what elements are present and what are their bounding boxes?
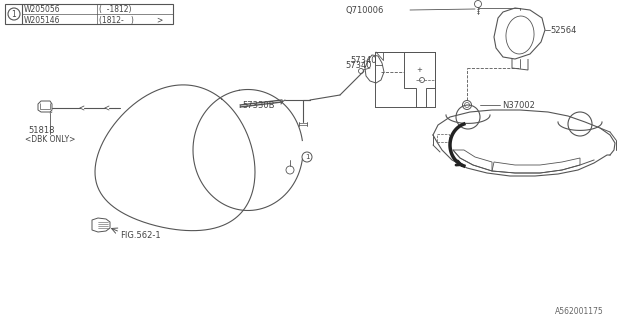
Text: Q710006: Q710006 bbox=[345, 5, 383, 14]
Text: >: > bbox=[156, 15, 163, 25]
Text: 1: 1 bbox=[305, 154, 309, 160]
Bar bbox=[437, 134, 449, 142]
Text: (  -1812): ( -1812) bbox=[99, 4, 131, 13]
Text: FIG.562-1: FIG.562-1 bbox=[120, 230, 161, 239]
Text: 57340: 57340 bbox=[345, 60, 371, 69]
Text: 57340: 57340 bbox=[350, 55, 376, 65]
Text: A562001175: A562001175 bbox=[555, 308, 604, 316]
Text: 51818: 51818 bbox=[28, 125, 54, 134]
Text: 52564: 52564 bbox=[550, 26, 577, 35]
Text: (1812-   ): (1812- ) bbox=[99, 15, 134, 25]
Text: W205146: W205146 bbox=[24, 15, 61, 25]
Text: N37002: N37002 bbox=[502, 100, 535, 109]
Text: 57330B: 57330B bbox=[242, 100, 275, 109]
Bar bbox=[5, 4, 173, 24]
Text: W205056: W205056 bbox=[24, 4, 61, 13]
Text: +: + bbox=[416, 67, 422, 73]
Text: 1: 1 bbox=[12, 10, 17, 19]
Text: <DBK ONLY>: <DBK ONLY> bbox=[25, 134, 76, 143]
